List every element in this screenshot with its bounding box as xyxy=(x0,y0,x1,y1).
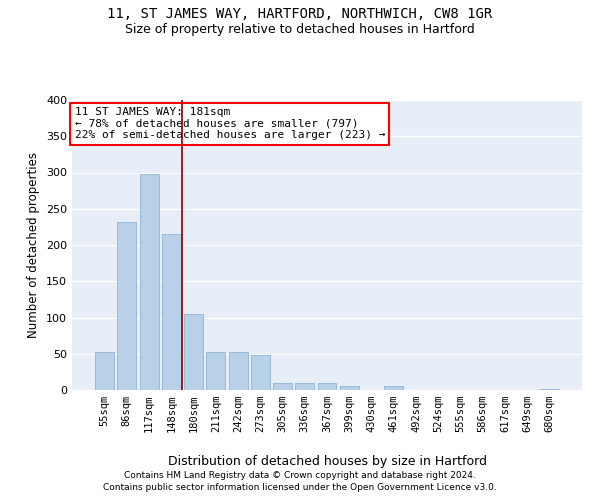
Text: Size of property relative to detached houses in Hartford: Size of property relative to detached ho… xyxy=(125,22,475,36)
Bar xyxy=(229,352,248,390)
Bar xyxy=(162,234,181,390)
Y-axis label: Number of detached properties: Number of detached properties xyxy=(28,152,40,338)
Bar xyxy=(251,355,270,390)
Text: 11 ST JAMES WAY: 181sqm
← 78% of detached houses are smaller (797)
22% of semi-d: 11 ST JAMES WAY: 181sqm ← 78% of detache… xyxy=(74,108,385,140)
Bar xyxy=(540,388,559,390)
Bar xyxy=(317,383,337,390)
Bar xyxy=(206,352,225,390)
Bar xyxy=(140,174,158,390)
Text: 11, ST JAMES WAY, HARTFORD, NORTHWICH, CW8 1GR: 11, ST JAMES WAY, HARTFORD, NORTHWICH, C… xyxy=(107,8,493,22)
Bar xyxy=(273,383,292,390)
Text: Contains HM Land Registry data © Crown copyright and database right 2024.
Contai: Contains HM Land Registry data © Crown c… xyxy=(103,471,497,492)
Bar xyxy=(384,386,403,390)
Bar xyxy=(184,314,203,390)
Bar xyxy=(95,352,114,390)
Bar xyxy=(340,386,359,390)
Text: Distribution of detached houses by size in Hartford: Distribution of detached houses by size … xyxy=(167,454,487,468)
Bar xyxy=(295,383,314,390)
Bar xyxy=(118,222,136,390)
